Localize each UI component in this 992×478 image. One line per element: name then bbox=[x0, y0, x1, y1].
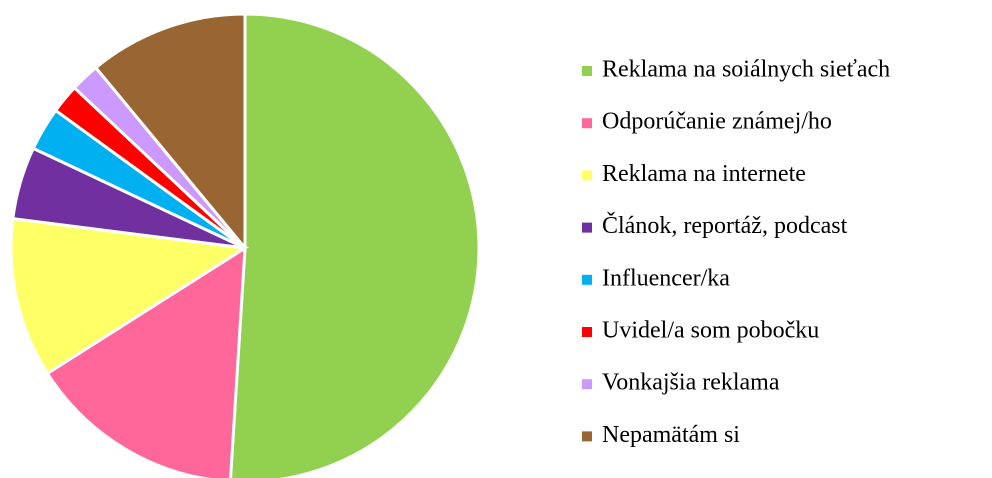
legend-label: Odporúčanie známej/ho bbox=[602, 109, 832, 135]
legend-swatch bbox=[582, 431, 592, 442]
legend-swatch bbox=[582, 118, 592, 129]
legend-label: Článok, reportáž, podcast bbox=[602, 212, 848, 239]
legend-label: Reklama na soiálnych sieťach bbox=[602, 57, 890, 83]
pie-slice bbox=[45, 245, 247, 478]
legend-label: Influencer/ka bbox=[602, 265, 730, 291]
legend-label: Uvidel/a som pobočku bbox=[602, 318, 819, 344]
pie-slice bbox=[229, 12, 481, 478]
legend-swatch bbox=[582, 274, 592, 285]
pie-slice bbox=[9, 216, 250, 376]
legend-swatch bbox=[582, 66, 592, 76]
legend-swatch bbox=[582, 170, 592, 181]
legend-swatch bbox=[582, 327, 592, 337]
pie-slice bbox=[93, 12, 247, 253]
legend-label: Vonkajšia reklama bbox=[602, 370, 780, 396]
legend-swatch bbox=[582, 222, 592, 233]
legend-label: Reklama na internete bbox=[602, 161, 806, 187]
legend-swatch bbox=[582, 379, 592, 390]
legend-label: Nepamätám si bbox=[602, 422, 740, 448]
